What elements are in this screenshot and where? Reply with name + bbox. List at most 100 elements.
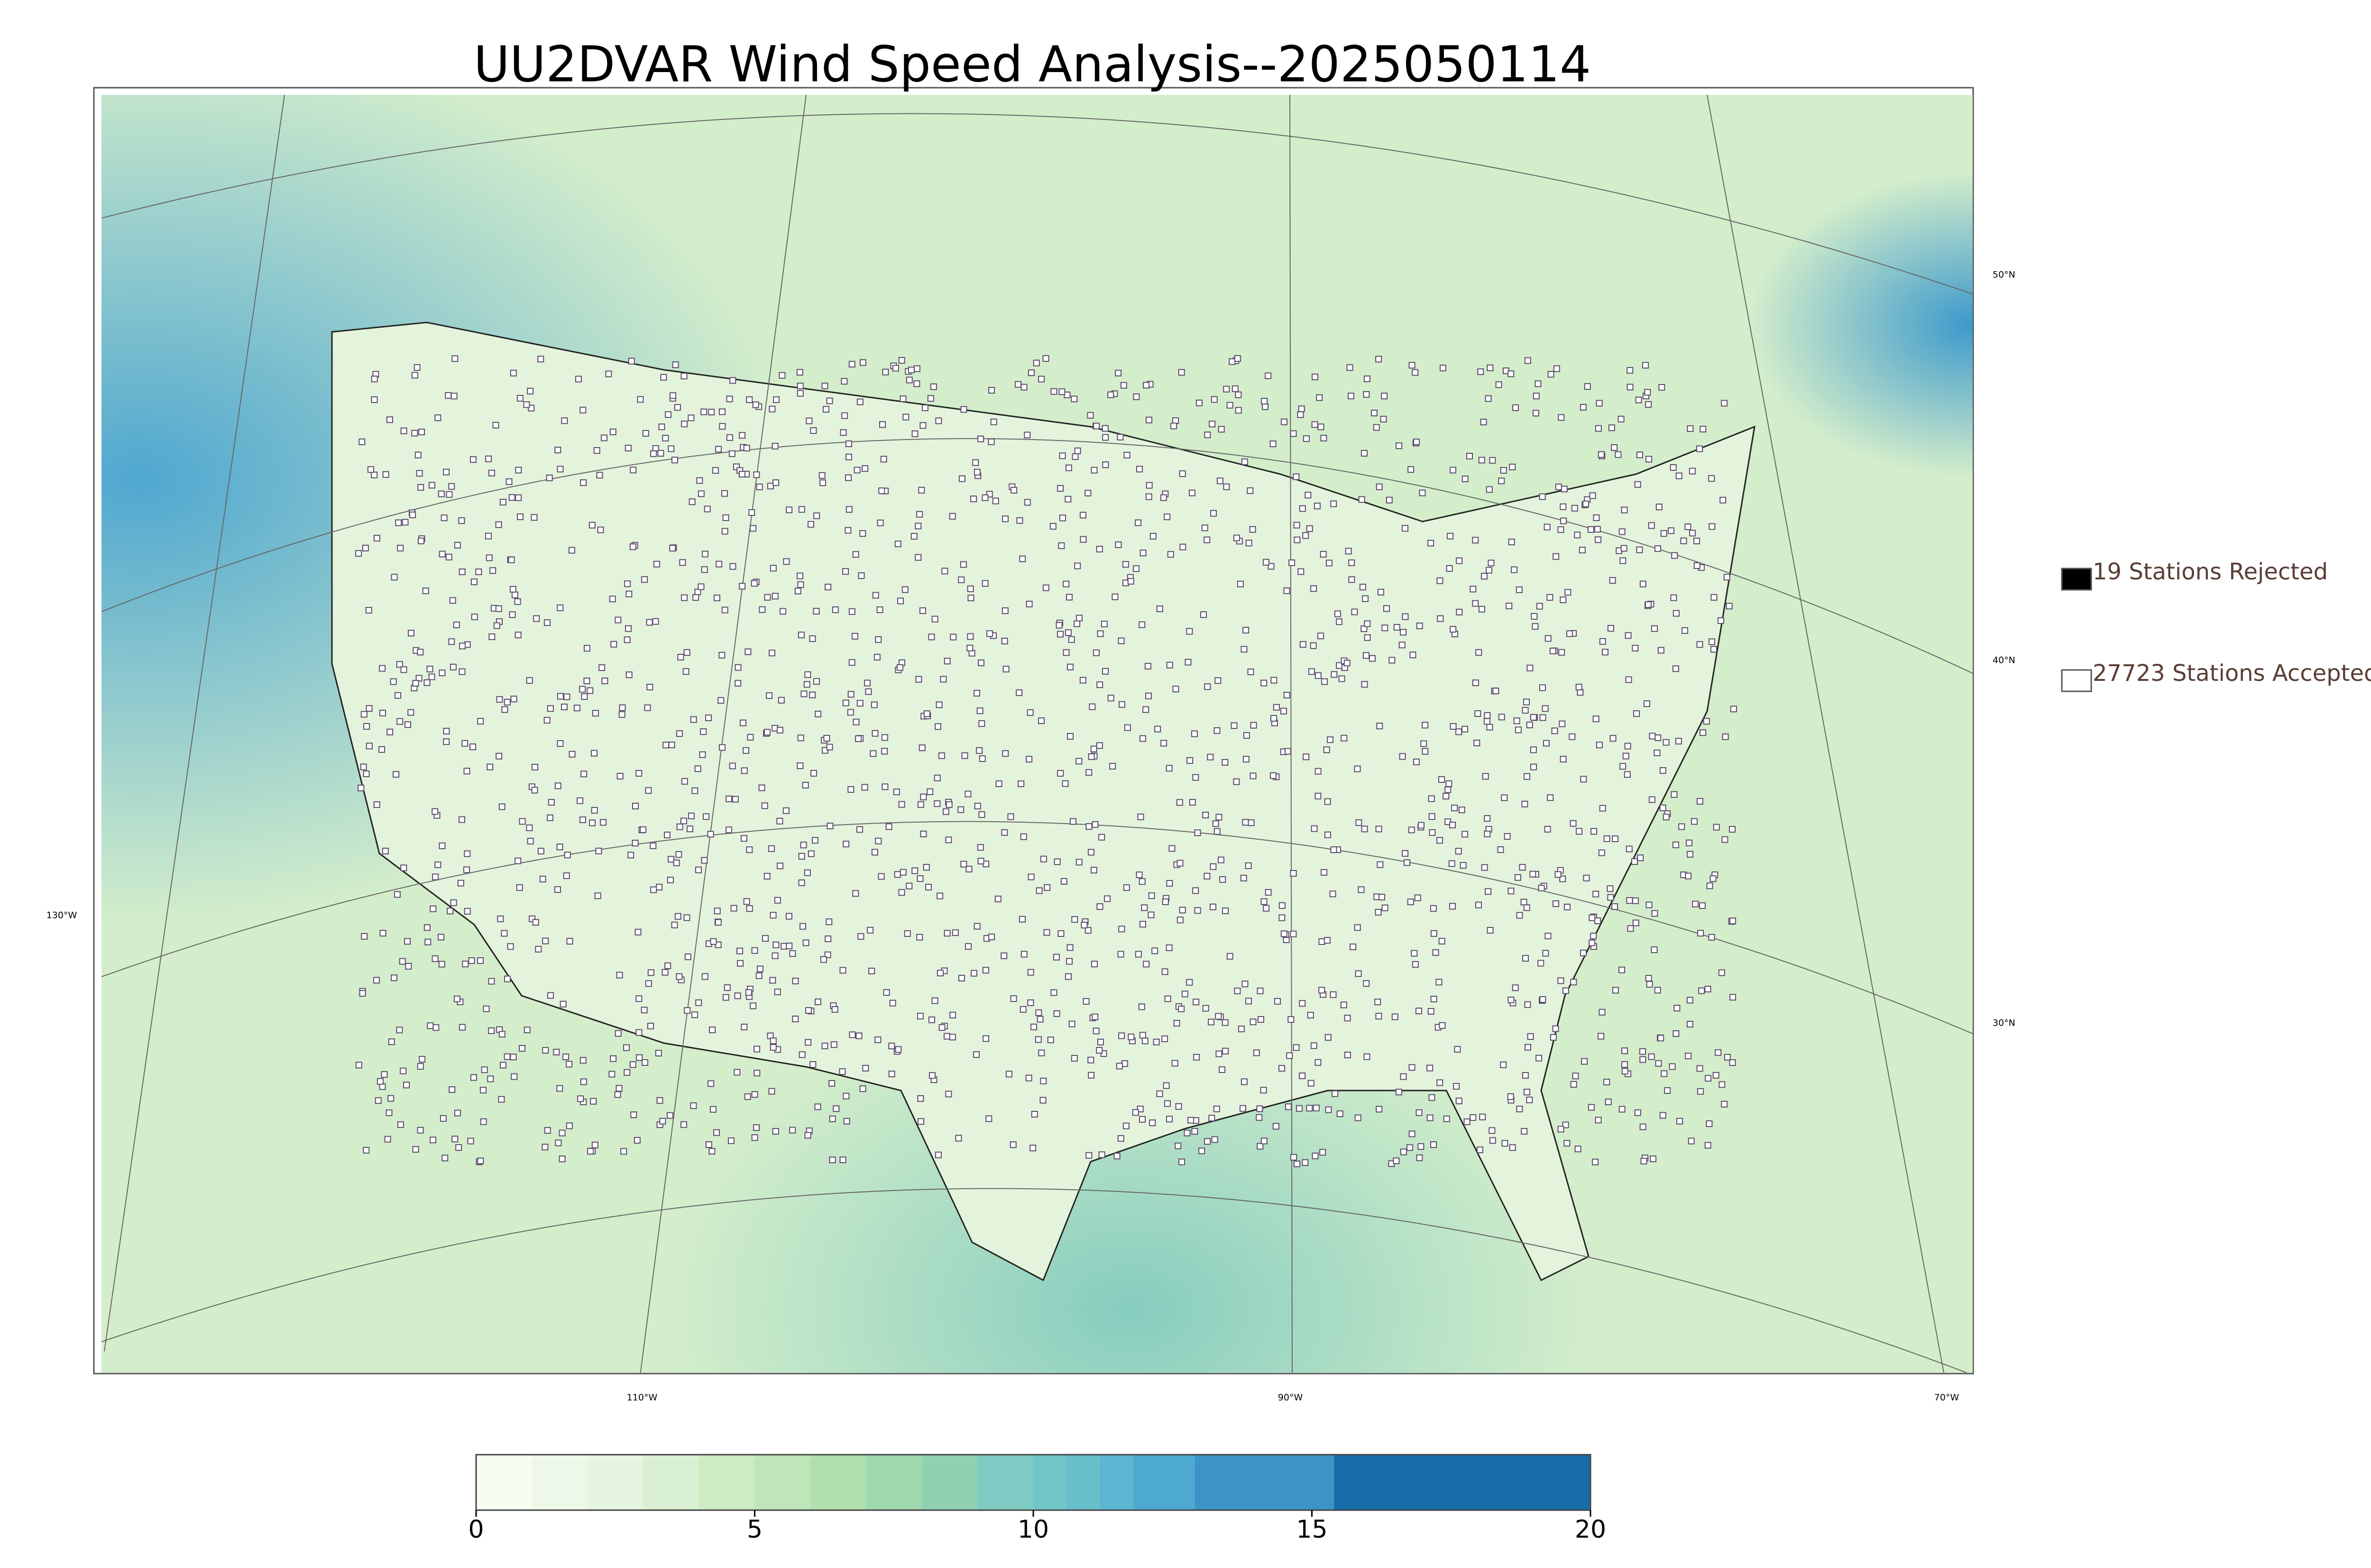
station-marker bbox=[797, 383, 804, 390]
colorbar-segment bbox=[588, 1455, 643, 1510]
station-marker bbox=[1618, 1106, 1626, 1113]
station-marker bbox=[1019, 555, 1026, 562]
station-marker bbox=[448, 483, 455, 490]
station-marker bbox=[1636, 451, 1643, 458]
station-marker bbox=[1133, 393, 1140, 400]
station-marker bbox=[1512, 984, 1519, 991]
station-marker bbox=[842, 699, 849, 706]
station-marker bbox=[1074, 620, 1081, 627]
station-marker bbox=[1088, 753, 1095, 760]
station-marker bbox=[833, 1105, 840, 1112]
station-marker bbox=[630, 1111, 637, 1119]
station-marker bbox=[966, 644, 974, 651]
station-marker bbox=[1558, 649, 1565, 656]
station-marker bbox=[1068, 1020, 1075, 1027]
station-marker bbox=[918, 486, 925, 494]
station-marker bbox=[360, 763, 367, 770]
station-marker bbox=[625, 445, 632, 452]
station-marker bbox=[1318, 938, 1325, 945]
station-marker bbox=[1506, 603, 1513, 610]
station-marker bbox=[1139, 1032, 1146, 1039]
station-marker bbox=[1278, 902, 1286, 909]
station-marker bbox=[1297, 411, 1304, 418]
station-marker bbox=[1402, 850, 1409, 857]
station-marker bbox=[1179, 470, 1186, 477]
station-marker bbox=[676, 730, 683, 737]
station-marker bbox=[1648, 522, 1655, 529]
station-marker bbox=[1143, 382, 1150, 389]
station-marker bbox=[587, 1148, 594, 1155]
station-marker bbox=[1552, 1025, 1559, 1032]
station-marker bbox=[432, 955, 439, 962]
station-marker bbox=[1521, 800, 1528, 807]
station-marker bbox=[1030, 1023, 1038, 1030]
station-marker bbox=[1248, 819, 1255, 826]
station-marker bbox=[858, 572, 865, 579]
station-marker bbox=[1166, 1116, 1173, 1123]
station-marker bbox=[1435, 979, 1443, 986]
station-marker bbox=[752, 401, 759, 408]
station-marker bbox=[813, 512, 820, 519]
station-marker bbox=[396, 661, 403, 668]
station-marker bbox=[1164, 1100, 1171, 1107]
station-marker bbox=[1028, 369, 1035, 376]
station-marker bbox=[1026, 756, 1033, 763]
station-marker bbox=[1193, 999, 1200, 1006]
station-marker bbox=[734, 1069, 741, 1076]
station-marker bbox=[1524, 1001, 1531, 1008]
station-marker bbox=[848, 608, 855, 615]
station-marker bbox=[405, 963, 412, 970]
station-marker bbox=[598, 664, 606, 671]
station-marker bbox=[1538, 884, 1545, 891]
station-marker bbox=[1451, 804, 1458, 811]
station-marker bbox=[741, 767, 748, 774]
station-marker bbox=[1217, 856, 1224, 863]
station-marker bbox=[400, 1067, 407, 1074]
station-marker bbox=[1448, 860, 1455, 867]
station-marker bbox=[1091, 961, 1098, 968]
station-marker bbox=[1566, 630, 1573, 637]
station-marker bbox=[505, 478, 513, 485]
station-marker bbox=[856, 700, 864, 707]
station-marker bbox=[1002, 750, 1009, 757]
station-marker bbox=[573, 705, 580, 712]
station-marker bbox=[845, 474, 852, 481]
station-marker bbox=[1453, 1083, 1460, 1090]
station-marker bbox=[855, 735, 862, 742]
station-marker bbox=[1521, 1128, 1528, 1135]
station-marker bbox=[848, 361, 855, 368]
station-marker bbox=[1512, 404, 1519, 411]
station-marker bbox=[1250, 772, 1257, 779]
station-marker bbox=[753, 471, 760, 478]
station-marker bbox=[1539, 493, 1546, 500]
station-marker bbox=[1143, 961, 1150, 968]
station-marker bbox=[1222, 1047, 1229, 1055]
station-marker bbox=[495, 521, 502, 528]
station-marker bbox=[1575, 684, 1582, 691]
station-marker bbox=[1485, 395, 1492, 402]
station-marker bbox=[772, 952, 779, 959]
station-marker bbox=[901, 586, 909, 593]
station-marker bbox=[662, 742, 670, 749]
station-marker bbox=[1542, 950, 1549, 957]
station-marker bbox=[1668, 527, 1675, 534]
station-marker bbox=[459, 1024, 466, 1031]
station-marker bbox=[1530, 714, 1537, 721]
station-marker bbox=[1179, 907, 1186, 914]
station-marker bbox=[1492, 688, 1499, 695]
station-marker bbox=[1407, 899, 1414, 906]
station-marker bbox=[1079, 512, 1086, 519]
station-marker bbox=[1066, 944, 1074, 951]
station-marker bbox=[715, 919, 722, 926]
station-marker bbox=[625, 671, 633, 679]
station-marker bbox=[931, 615, 938, 623]
station-marker bbox=[797, 734, 804, 742]
station-marker bbox=[1622, 752, 1629, 760]
station-marker bbox=[741, 1024, 748, 1031]
station-marker bbox=[1178, 1005, 1185, 1012]
station-marker bbox=[841, 378, 848, 385]
station-marker bbox=[1139, 735, 1146, 742]
station-marker bbox=[729, 762, 736, 770]
station-marker bbox=[803, 681, 810, 688]
station-marker bbox=[371, 376, 378, 383]
